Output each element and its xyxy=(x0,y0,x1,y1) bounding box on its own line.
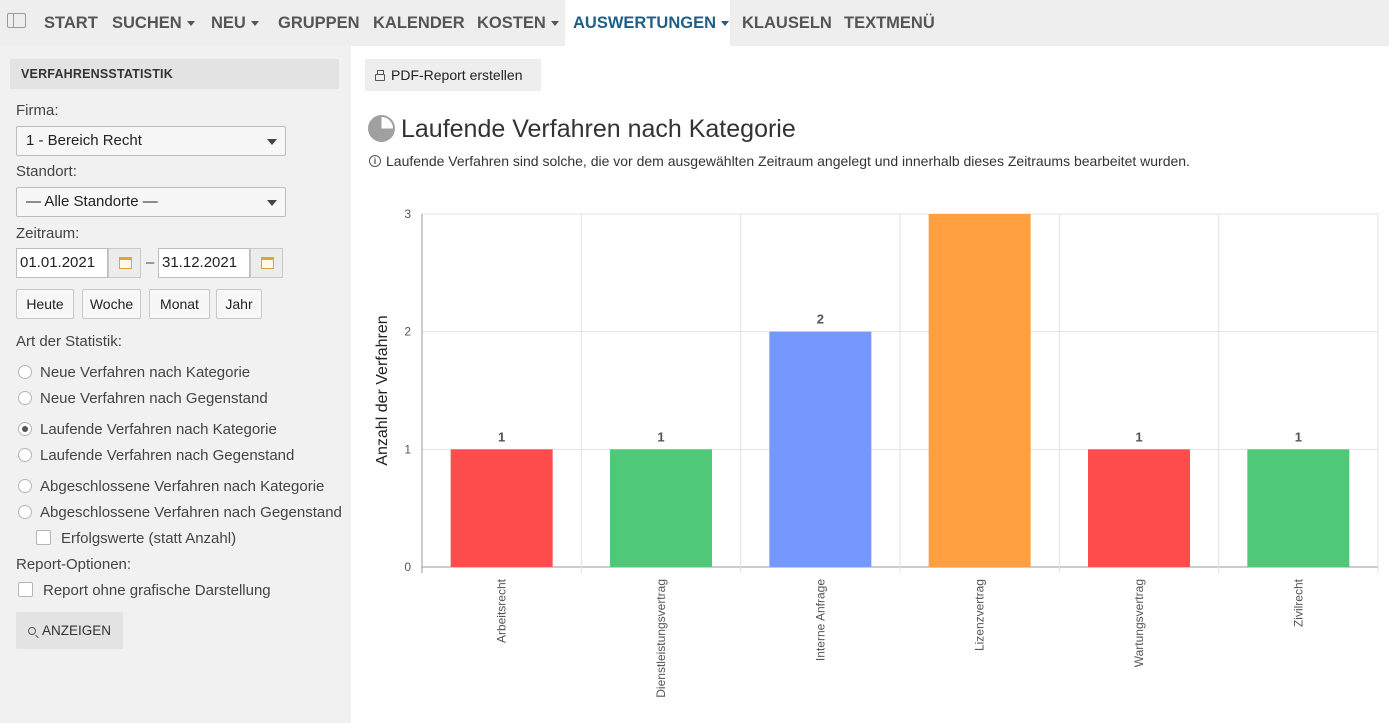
chevron-down-icon xyxy=(186,21,195,26)
radio-laufende-kategorie[interactable]: Laufende Verfahren nach Kategorie xyxy=(18,420,277,440)
dropdown-arrow-icon xyxy=(267,139,277,145)
x-tick-label: Wartungsvertrag xyxy=(1132,579,1146,667)
bar-wartungsvertrag xyxy=(1088,449,1190,567)
x-tick-label: Zivilrecht xyxy=(1291,578,1305,627)
date-from-input[interactable]: 01.01.2021 xyxy=(16,248,108,278)
sidebar-heading: VERFAHRENSSTATISTIK xyxy=(10,59,339,89)
radio-button-selected[interactable] xyxy=(18,422,32,436)
pie-chart-icon xyxy=(368,115,395,142)
erfolgswerte-checkbox-row[interactable]: Erfolgswerte (statt Anzahl) xyxy=(36,529,236,549)
nav-kalender[interactable]: KALENDER xyxy=(373,14,465,32)
radio-abgeschlossene-gegenstand[interactable]: Abgeschlossene Verfahren nach Gegenstand xyxy=(18,503,342,523)
radio-abgeschlossene-kategorie[interactable]: Abgeschlossene Verfahren nach Kategorie xyxy=(18,477,324,497)
x-tick-label: Dienstleistungsvertrag xyxy=(654,579,668,698)
radio-neue-kategorie[interactable]: Neue Verfahren nach Kategorie xyxy=(18,363,250,383)
x-tick-label: Lizenzvertrag xyxy=(973,579,987,651)
y-tick-label: 3 xyxy=(404,207,411,221)
y-tick-label: 2 xyxy=(404,325,411,339)
anzeigen-button[interactable]: ANZEIGEN xyxy=(16,612,123,649)
info-icon: i xyxy=(369,155,381,167)
standort-label: Standort: xyxy=(16,163,77,180)
radio-button[interactable] xyxy=(18,479,32,493)
standort-select-value: — Alle Standorte — xyxy=(26,193,158,210)
chevron-down-icon xyxy=(250,21,259,26)
nav-gruppen[interactable]: GRUPPEN xyxy=(278,14,360,32)
date-from-calendar-button[interactable] xyxy=(108,248,141,278)
checkbox[interactable] xyxy=(36,530,51,545)
nav-kosten[interactable]: KOSTEN xyxy=(477,0,559,46)
chevron-down-icon xyxy=(721,21,729,26)
firma-select[interactable]: 1 - Bereich Recht xyxy=(16,126,286,156)
y-tick-label: 1 xyxy=(404,442,411,456)
x-tick-label: Arbeitsrecht xyxy=(495,578,509,643)
sidebar xyxy=(0,46,351,723)
date-to-input[interactable]: 31.12.2021 xyxy=(158,248,250,278)
radio-button[interactable] xyxy=(18,448,32,462)
calendar-icon xyxy=(119,257,132,269)
report-options-label: Report-Optionen: xyxy=(16,556,132,573)
jahr-button[interactable]: Jahr xyxy=(216,289,262,319)
y-axis-title: Anzahl der Verfahren xyxy=(374,315,391,465)
bar-arbeitsrecht xyxy=(450,449,553,567)
dropdown-arrow-icon xyxy=(267,200,277,206)
radio-button[interactable] xyxy=(18,365,32,379)
checkbox[interactable] xyxy=(18,582,33,597)
bar-lizenzvertrag xyxy=(928,214,1031,567)
art-label: Art der Statistik: xyxy=(16,333,122,350)
info-text: Laufende Verfahren sind solche, die vor … xyxy=(386,153,1190,169)
date-separator: – xyxy=(146,254,155,271)
bar-zivilrecht xyxy=(1247,449,1350,567)
printer-icon xyxy=(375,70,385,81)
page-title: Laufende Verfahren nach Kategorie xyxy=(401,115,796,143)
heute-button[interactable]: Heute xyxy=(16,289,74,319)
nav-neu[interactable]: NEU xyxy=(211,0,259,46)
calendar-icon xyxy=(261,257,274,269)
woche-button[interactable]: Woche xyxy=(82,289,141,319)
top-navigation: START SUCHEN NEU GRUPPEN KALENDER KOSTEN… xyxy=(0,0,1389,46)
radio-neue-gegenstand[interactable]: Neue Verfahren nach Gegenstand xyxy=(18,389,268,409)
sidebar-toggle-icon[interactable] xyxy=(7,13,26,28)
bar-dienstleistungsvertrag xyxy=(610,449,712,567)
monat-button[interactable]: Monat xyxy=(149,289,210,319)
date-to-calendar-button[interactable] xyxy=(250,248,283,278)
data-label: 2 xyxy=(817,312,824,327)
search-icon xyxy=(27,627,36,635)
data-label: 1 xyxy=(657,429,664,444)
pdf-report-button[interactable]: PDF-Report erstellen xyxy=(365,59,541,91)
bar-interne-anfrage xyxy=(769,331,872,567)
zeitraum-label: Zeitraum: xyxy=(16,225,80,242)
chevron-down-icon xyxy=(550,21,559,26)
firma-select-value: 1 - Bereich Recht xyxy=(26,132,142,149)
nav-klauseln[interactable]: KLAUSELN xyxy=(742,14,832,32)
y-tick-label: 0 xyxy=(404,560,411,574)
nav-start[interactable]: START xyxy=(44,14,98,32)
data-label: 1 xyxy=(1295,429,1302,444)
nav-auswertungen[interactable]: AUSWERTUNGEN xyxy=(565,0,730,46)
radio-button[interactable] xyxy=(18,505,32,519)
radio-button[interactable] xyxy=(18,391,32,405)
x-tick-label: Interne Anfrage xyxy=(813,579,827,661)
nav-suchen[interactable]: SUCHEN xyxy=(112,0,195,46)
report-checkbox-row[interactable]: Report ohne grafische Darstellung xyxy=(18,581,271,601)
radio-laufende-gegenstand[interactable]: Laufende Verfahren nach Gegenstand xyxy=(18,446,294,466)
data-label: 1 xyxy=(1135,429,1142,444)
standort-select[interactable]: — Alle Standorte — xyxy=(16,187,286,217)
nav-textmenue[interactable]: TEXTMENÜ xyxy=(844,14,935,32)
data-label: 1 xyxy=(498,429,505,444)
firma-label: Firma: xyxy=(16,102,59,119)
